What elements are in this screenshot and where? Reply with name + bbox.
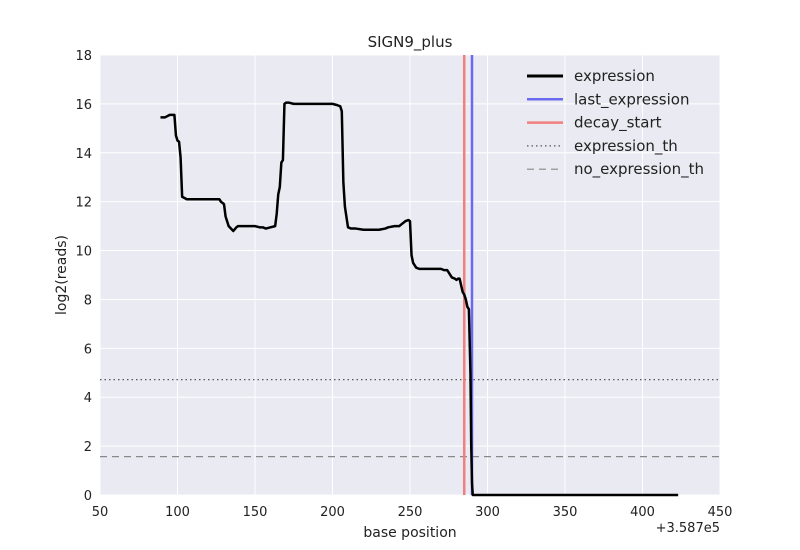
x-tick-label: 300: [475, 505, 500, 520]
y-tick-label: 16: [75, 98, 92, 113]
x-tick-label: 150: [243, 505, 268, 520]
x-tick-label: 50: [92, 505, 109, 520]
y-tick-label: 10: [75, 245, 92, 260]
x-tick-label: 200: [320, 505, 345, 520]
x-tick-label: 250: [398, 505, 423, 520]
x-axis-label: base position: [363, 525, 456, 541]
y-tick-label: 6: [84, 342, 92, 357]
threshold-lines: [100, 379, 720, 458]
legend-label-no-expression-th: no_expression_th: [574, 160, 704, 179]
x-tick-label: 400: [630, 505, 655, 520]
x-tick-labels: 50 100 150 200 250 300 350 400 450: [92, 505, 733, 520]
y-tick-label: 4: [84, 391, 92, 406]
y-tick-label: 12: [75, 196, 92, 211]
x-tick-label: 450: [708, 505, 733, 520]
y-tick-labels: 0 2 4 6 8 10 12 14 16 18: [75, 49, 92, 504]
y-axis-label: log2(reads): [54, 235, 70, 315]
legend-label-decay-start: decay_start: [574, 114, 662, 133]
y-tick-label: 0: [84, 489, 92, 504]
legend-label-expression: expression: [574, 67, 655, 85]
legend: expression last_expression decay_startexpr…: [527, 67, 704, 179]
expression-series-line: [160, 101, 679, 497]
chart-title: SIGN9_plus: [368, 33, 453, 52]
x-tick-label: 100: [165, 505, 190, 520]
legend-label-expression-th: expression_th: [574, 137, 678, 156]
y-tick-label: 8: [84, 293, 92, 308]
y-tick-label: 18: [75, 49, 92, 64]
x-tick-label: 350: [553, 505, 578, 520]
y-tick-label: 2: [84, 440, 92, 455]
y-tick-label: 14: [75, 147, 92, 162]
x-axis-offset-label: +3.587e5: [656, 521, 720, 536]
series-group: [160, 101, 679, 497]
legend-label-last-expression: last_expression: [574, 90, 689, 109]
